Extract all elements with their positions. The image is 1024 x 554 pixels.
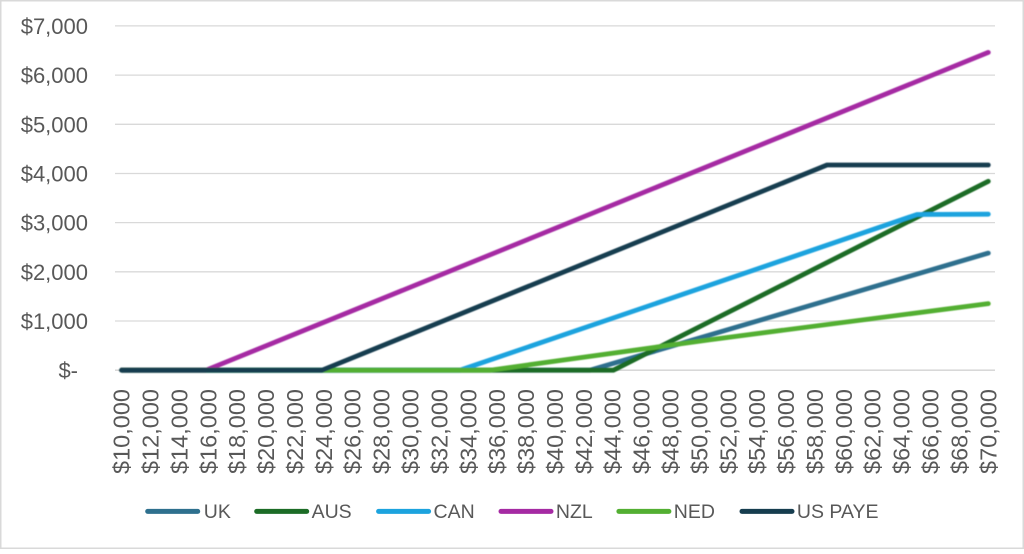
svg-text:$60,000: $60,000	[831, 389, 857, 474]
svg-text:$6,000: $6,000	[21, 63, 88, 88]
svg-text:$26,000: $26,000	[340, 389, 366, 474]
svg-text:$34,000: $34,000	[455, 389, 481, 474]
svg-text:$68,000: $68,000	[946, 389, 972, 474]
svg-text:$24,000: $24,000	[311, 389, 337, 474]
svg-text:AUS: AUS	[312, 501, 352, 523]
svg-text:$-: $-	[58, 358, 78, 383]
svg-text:$20,000: $20,000	[253, 389, 279, 474]
svg-text:$40,000: $40,000	[542, 389, 568, 474]
svg-text:$36,000: $36,000	[484, 389, 510, 474]
svg-text:$48,000: $48,000	[658, 389, 684, 474]
svg-text:$18,000: $18,000	[224, 389, 250, 474]
svg-text:$58,000: $58,000	[802, 389, 828, 474]
svg-text:$2,000: $2,000	[21, 260, 88, 285]
svg-text:$42,000: $42,000	[571, 389, 597, 474]
svg-text:NED: NED	[674, 501, 715, 523]
svg-text:$50,000: $50,000	[686, 389, 712, 474]
svg-text:$22,000: $22,000	[282, 389, 308, 474]
svg-text:$30,000: $30,000	[398, 389, 424, 474]
svg-text:$16,000: $16,000	[195, 389, 221, 474]
svg-text:$56,000: $56,000	[773, 389, 799, 474]
svg-text:$66,000: $66,000	[918, 389, 944, 474]
svg-text:US PAYE: US PAYE	[797, 501, 879, 523]
svg-text:$64,000: $64,000	[889, 389, 915, 474]
svg-text:$4,000: $4,000	[21, 162, 88, 187]
svg-text:$3,000: $3,000	[21, 211, 88, 236]
svg-text:$28,000: $28,000	[369, 389, 395, 474]
svg-text:$5,000: $5,000	[21, 112, 88, 137]
svg-text:UK: UK	[204, 501, 231, 523]
svg-text:$46,000: $46,000	[629, 389, 655, 474]
svg-text:$7,000: $7,000	[21, 14, 88, 39]
svg-text:$52,000: $52,000	[715, 389, 741, 474]
svg-text:$44,000: $44,000	[600, 389, 626, 474]
svg-text:$12,000: $12,000	[138, 389, 164, 474]
svg-text:$1,000: $1,000	[21, 309, 88, 334]
svg-text:CAN: CAN	[434, 501, 475, 523]
svg-text:$70,000: $70,000	[975, 389, 1001, 474]
svg-text:$14,000: $14,000	[166, 389, 192, 474]
svg-text:NZL: NZL	[556, 501, 593, 523]
svg-text:$10,000: $10,000	[109, 389, 135, 474]
svg-text:$32,000: $32,000	[426, 389, 452, 474]
svg-text:$62,000: $62,000	[860, 389, 886, 474]
svg-text:$38,000: $38,000	[513, 389, 539, 474]
svg-text:$54,000: $54,000	[744, 389, 770, 474]
